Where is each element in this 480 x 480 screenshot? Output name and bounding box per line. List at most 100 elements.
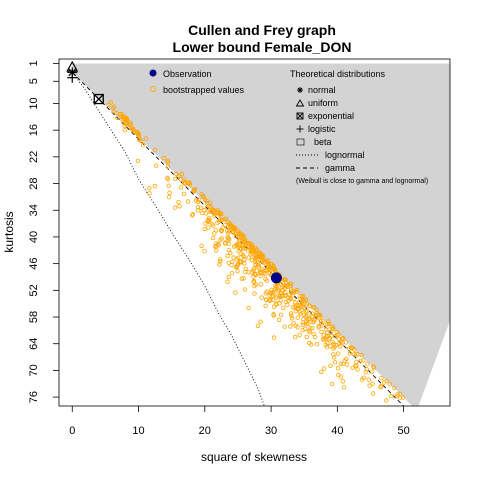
- bootstrap-points: [106, 100, 449, 446]
- bootstrap-point: [243, 240, 249, 246]
- legend-beta-label: beta: [314, 137, 332, 147]
- bootstrap-point: [354, 359, 359, 365]
- bootstrap-point: [228, 226, 234, 231]
- bootstrap-point: [355, 367, 360, 372]
- legend-normal-marker: [297, 87, 303, 93]
- bootstrap-point: [321, 319, 326, 324]
- bootstrap-point: [297, 310, 303, 315]
- bootstrap-point: [213, 228, 218, 233]
- bootstrap-point: [187, 180, 192, 185]
- bootstrap-point: [217, 262, 222, 267]
- bootstrap-point: [246, 245, 252, 250]
- bootstrap-point: [165, 177, 171, 182]
- bootstrap-point: [252, 245, 258, 251]
- bootstrap-point: [288, 287, 294, 292]
- bootstrap-point: [389, 393, 394, 399]
- bootstrap-point: [136, 134, 142, 139]
- bootstrap-point: [134, 130, 139, 136]
- bootstrap-point: [181, 191, 187, 197]
- bootstrap-point: [296, 300, 302, 305]
- bootstrap-point: [289, 316, 295, 321]
- bootstrap-point: [106, 102, 111, 107]
- bootstrap-point: [288, 296, 293, 302]
- legend-lognormal-label: lognormal: [325, 150, 365, 160]
- bootstrap-point: [213, 243, 219, 248]
- bootstrap-point: [252, 291, 257, 296]
- bootstrap-point: [252, 257, 258, 262]
- bootstrap-point: [331, 355, 337, 360]
- bootstrap-point: [323, 327, 329, 332]
- bootstrap-point: [178, 185, 184, 190]
- bootstrap-point: [279, 284, 285, 289]
- legend-uniform-marker: [295, 99, 305, 107]
- bootstrap-point: [271, 312, 276, 317]
- bootstrap-point: [354, 352, 359, 357]
- bootstrap-point: [263, 303, 268, 308]
- bootstrap-point: [263, 268, 269, 273]
- bootstrap-point: [283, 277, 288, 282]
- bootstrap-point: [355, 352, 361, 357]
- bootstrap-point: [204, 205, 210, 211]
- bootstrap-point: [203, 221, 208, 226]
- bootstrap-point: [256, 263, 261, 268]
- bootstrap-point: [301, 312, 307, 317]
- bootstrap-point: [392, 385, 397, 390]
- bootstrap-point: [370, 369, 375, 374]
- bootstrap-point: [212, 213, 217, 219]
- bootstrap-point: [231, 255, 236, 260]
- y-tick-label: 5: [28, 78, 40, 84]
- bootstrap-point: [225, 279, 230, 284]
- bootstrap-point: [208, 204, 213, 210]
- legend-theoretical-title: Theoretical distributions: [290, 69, 386, 79]
- bootstrap-point: [322, 366, 327, 371]
- y-axis-label: kurtosis: [2, 211, 16, 252]
- bootstrap-point: [363, 370, 368, 375]
- bootstrap-point: [303, 309, 309, 315]
- bootstrap-point: [366, 377, 371, 382]
- bootstrap-point: [209, 222, 215, 227]
- y-tick-label: 10: [28, 97, 40, 109]
- bootstrap-point: [445, 442, 449, 446]
- bootstrap-point: [251, 278, 257, 284]
- bootstrap-point: [332, 344, 337, 350]
- bootstrap-point: [251, 266, 256, 271]
- bootstrap-point: [317, 312, 322, 318]
- bootstrap-point: [249, 270, 254, 275]
- bootstrap-point: [266, 262, 271, 267]
- lognormal-curve: [71, 72, 265, 406]
- y-tick-label: 52: [28, 284, 40, 296]
- bootstrap-point: [300, 322, 305, 328]
- bootstrap-point: [198, 205, 204, 210]
- bootstrap-point: [361, 358, 366, 363]
- legend-observation-marker: [149, 69, 157, 77]
- bootstrap-point: [325, 324, 330, 329]
- bootstrap-point: [217, 211, 223, 217]
- bootstrap-point: [147, 191, 152, 196]
- bootstrap-point: [236, 248, 241, 254]
- bootstrap-point: [358, 358, 363, 363]
- chart-title: Cullen and Frey graph: [188, 22, 336, 38]
- bootstrap-point: [181, 177, 187, 182]
- legend-bootstrap-marker: [150, 86, 156, 92]
- bootstrap-point: [152, 147, 158, 153]
- bootstrap-point: [273, 283, 278, 288]
- legend-observation-label: Observation: [163, 69, 212, 79]
- bootstrap-point: [206, 215, 212, 221]
- y-tick-label: 64: [28, 338, 40, 350]
- bootstrap-point: [350, 346, 355, 351]
- bootstrap-point: [254, 268, 259, 273]
- legend-exponential-marker: [296, 112, 304, 120]
- bootstrap-point: [230, 259, 235, 264]
- bootstrap-point: [199, 243, 204, 248]
- bootstrap-point: [341, 385, 347, 390]
- bootstrap-point: [295, 325, 300, 330]
- bootstrap-point: [260, 257, 265, 262]
- bootstrap-point: [379, 376, 384, 381]
- bootstrap-point: [240, 252, 246, 258]
- bootstrap-point: [182, 179, 188, 185]
- bootstrap-point: [281, 305, 286, 310]
- bootstrap-point: [153, 163, 159, 168]
- legend-normal-label: normal: [308, 85, 336, 95]
- bootstrap-point: [327, 336, 332, 341]
- y-tick-label: 76: [28, 391, 40, 403]
